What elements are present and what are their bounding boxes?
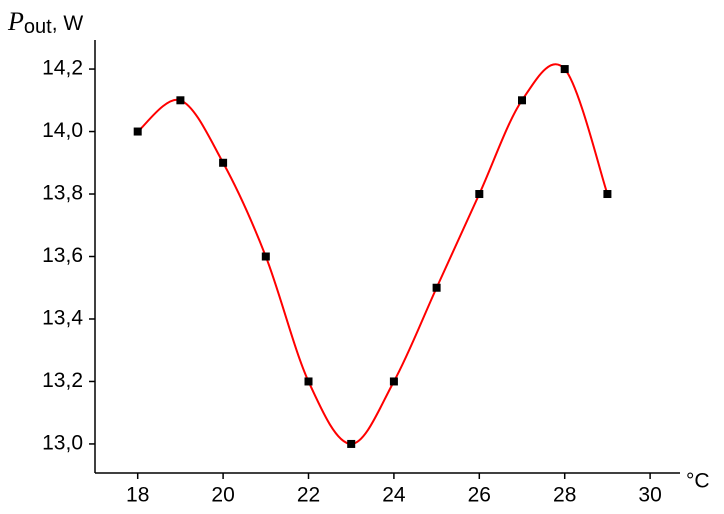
data-point — [432, 283, 441, 292]
x-tick-label: 28 — [553, 484, 576, 507]
y-tick-label: 14,0 — [42, 119, 83, 142]
y-tick-label: 13,4 — [42, 307, 83, 330]
y-label-symbol: P — [7, 7, 24, 36]
y-label-subscript: out — [24, 16, 52, 38]
data-point — [347, 439, 356, 448]
y-tick-label: 14,2 — [42, 57, 83, 80]
x-tick-label: 26 — [468, 484, 491, 507]
x-tick-label: 18 — [126, 484, 149, 507]
x-axis-label: °C — [686, 470, 710, 493]
fit-curve — [137, 63, 609, 445]
data-point — [219, 158, 228, 167]
y-tick-label: 13,6 — [42, 244, 83, 267]
data-point — [518, 96, 527, 105]
y-label-unit: , W — [52, 12, 84, 35]
data-point — [389, 377, 398, 386]
y-tick-label: 13,8 — [42, 182, 83, 205]
data-point — [475, 190, 484, 199]
x-tick-label: 22 — [297, 484, 320, 507]
data-point — [603, 190, 612, 199]
data-point — [133, 127, 142, 136]
data-point — [176, 96, 185, 105]
data-point — [261, 252, 270, 261]
x-tick-label: 24 — [382, 484, 406, 507]
x-tick-label: 20 — [211, 484, 234, 507]
y-tick-label: 13,2 — [42, 369, 83, 392]
y-tick-label: 13,0 — [42, 431, 83, 454]
data-point — [304, 377, 313, 386]
y-axis-label: Pout, W — [7, 7, 83, 38]
data-point — [560, 65, 569, 74]
x-tick-label: 30 — [638, 484, 661, 507]
